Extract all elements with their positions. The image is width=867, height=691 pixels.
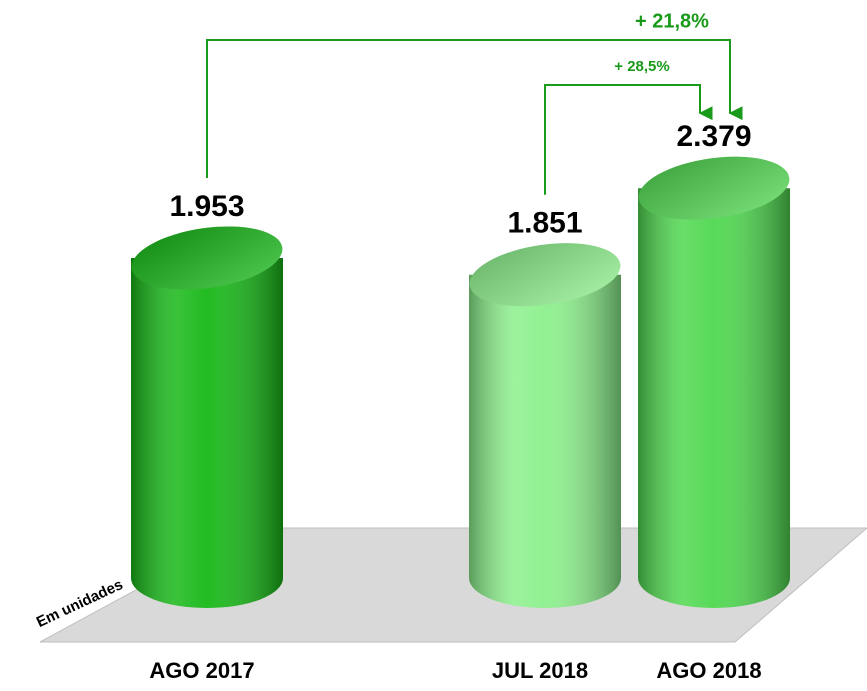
x-tick-label: AGO 2017 <box>149 658 254 683</box>
annotation-arrow <box>206 39 743 179</box>
value-label: 1.953 <box>169 190 244 223</box>
bar-shade <box>131 258 283 608</box>
value-label: 1.851 <box>507 207 582 240</box>
annotation-text: + 21,8% <box>635 10 709 32</box>
bar-shade <box>469 274 621 608</box>
x-tick-label: JUL 2018 <box>492 658 588 683</box>
bar-top-shade <box>131 226 283 290</box>
annotation-text: + 28,5% <box>614 58 669 75</box>
bar-top-shade <box>469 243 621 307</box>
annotations: + 21,8% + 28,5% <box>206 10 743 195</box>
value-label: 2.379 <box>676 120 751 153</box>
bar-top-shade <box>638 156 790 220</box>
annotation-arrow <box>544 84 713 195</box>
bars <box>131 156 790 608</box>
bar-shade <box>638 188 790 608</box>
x-tick-label: AGO 2018 <box>656 658 761 683</box>
